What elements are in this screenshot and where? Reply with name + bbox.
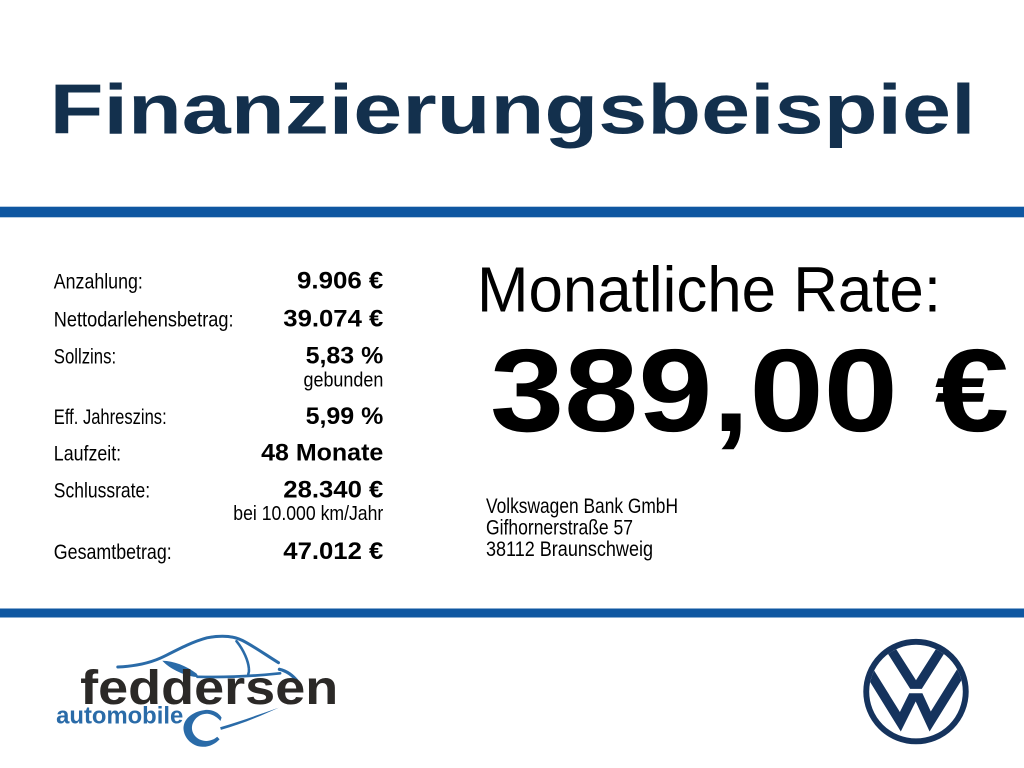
svg-text:5,83 %: 5,83 % [306, 342, 384, 369]
svg-text:Nettodarlehensbetrag:: Nettodarlehensbetrag: [54, 308, 234, 332]
svg-text:Sollzins:: Sollzins: [54, 344, 116, 368]
svg-text:5,99 %: 5,99 % [306, 403, 384, 430]
svg-text:gebunden: gebunden [304, 369, 384, 391]
svg-text:Monatliche Rate:: Monatliche Rate: [477, 253, 941, 325]
svg-text:bei 10.000 km/Jahr: bei 10.000 km/Jahr [233, 503, 383, 525]
svg-text:47.012 €: 47.012 € [283, 538, 383, 565]
svg-text:feddersen: feddersen [80, 662, 338, 715]
svg-text:automobile: automobile [56, 704, 183, 730]
svg-text:39.074 €: 39.074 € [283, 306, 383, 333]
svg-text:28.340 €: 28.340 € [283, 477, 383, 504]
svg-text:48 Monate: 48 Monate [261, 440, 383, 467]
svg-text:Anzahlung:: Anzahlung: [54, 269, 143, 293]
svg-text:Volkswagen Bank GmbH: Volkswagen Bank GmbH [486, 494, 678, 518]
svg-text:Gifhornerstraße 57: Gifhornerstraße 57 [486, 516, 633, 540]
svg-text:9.906 €: 9.906 € [297, 267, 383, 294]
svg-text:Gesamtbetrag:: Gesamtbetrag: [54, 540, 172, 564]
svg-text:Finanzierungsbeispiel: Finanzierungsbeispiel [50, 69, 976, 148]
svg-text:38112 Braunschweig: 38112 Braunschweig [486, 537, 653, 561]
svg-text:Schlussrate:: Schlussrate: [54, 479, 150, 503]
svg-text:Eff. Jahreszins:: Eff. Jahreszins: [54, 405, 167, 429]
svg-text:389,00 €: 389,00 € [490, 324, 1009, 456]
svg-text:Laufzeit:: Laufzeit: [54, 442, 121, 466]
